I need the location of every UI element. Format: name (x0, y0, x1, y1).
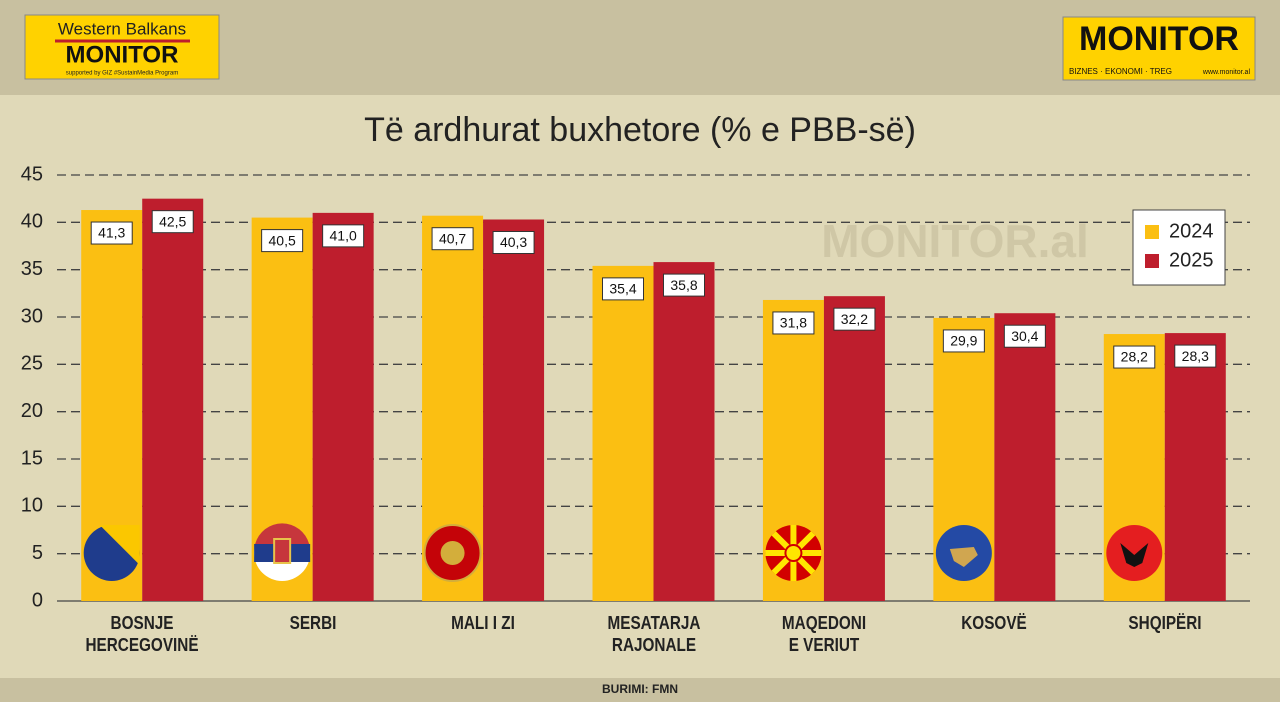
flag (765, 525, 822, 581)
value-label-box (261, 229, 304, 253)
flag (99, 525, 140, 565)
flag (255, 523, 310, 544)
y-tick-label: 10 (21, 495, 43, 517)
y-tick-label: 40 (21, 211, 43, 233)
flag (254, 523, 311, 581)
x-tick-label: MAQEDONI E VERIUT (781, 613, 866, 655)
left-logo-line3: supported by GIZ #SustainMedia Program (66, 71, 178, 77)
watermark: MONITOR.al (821, 215, 1089, 267)
legend-swatch (1145, 225, 1159, 239)
flag (1120, 543, 1149, 567)
value-label-box (833, 307, 876, 331)
x-tick-label: KOSOVË (961, 613, 1028, 633)
x-tick-label: MESATARJA RAJONALE (607, 613, 700, 655)
value-label: 35,4 (609, 281, 636, 297)
value-label-box (1113, 345, 1156, 369)
bar (312, 212, 374, 601)
legend-label: 2024 (1169, 220, 1214, 242)
value-label: 28,2 (1121, 349, 1148, 365)
flag (1106, 525, 1163, 581)
right-logo-name: MONITOR (1079, 20, 1239, 58)
value-label: 41,3 (98, 225, 125, 241)
value-label: 31,8 (780, 315, 807, 331)
y-tick-label: 5 (32, 542, 43, 564)
value-label: 35,8 (670, 277, 697, 293)
value-label: 40,3 (500, 234, 527, 250)
flag (949, 547, 978, 567)
value-label: 30,4 (1011, 328, 1038, 344)
value-label-box (151, 210, 194, 234)
bar (653, 262, 715, 601)
left-logo-line2: MONITOR (66, 41, 179, 68)
y-tick-label: 35 (21, 258, 43, 280)
bar (483, 219, 545, 601)
bar (823, 296, 885, 601)
value-label-box (663, 273, 705, 297)
value-label-box (602, 277, 644, 301)
source: BURIMI: FMN (602, 682, 678, 696)
flag (440, 541, 465, 565)
flag (784, 544, 803, 562)
y-tick-label: 0 (32, 589, 43, 611)
left-logo-line1: Western Balkans (58, 19, 186, 38)
value-label-box (431, 227, 474, 251)
flag (935, 525, 992, 581)
y-tick-label: 45 (21, 163, 43, 185)
flag (273, 538, 292, 564)
left-logo-box (24, 14, 220, 80)
legend-label: 2025 (1169, 249, 1214, 271)
value-label: 40,7 (439, 230, 466, 246)
legend-box (1132, 209, 1226, 286)
value-label-box (1174, 344, 1217, 368)
flag (83, 525, 140, 581)
flag (1106, 525, 1163, 581)
y-tick-label: 25 (21, 353, 43, 375)
flag (423, 524, 482, 582)
value-label: 40,5 (269, 232, 296, 248)
y-tick-label: 15 (21, 447, 43, 469)
value-label: 28,3 (1182, 348, 1209, 364)
y-tick-label: 30 (21, 305, 43, 327)
value-label: 41,0 (330, 228, 357, 244)
value-label: 32,2 (841, 311, 868, 327)
chart-title: Të ardhurat buxhetore (% e PBB-së) (364, 111, 916, 149)
value-label-box (772, 311, 815, 335)
bar (142, 198, 204, 601)
right-logo-url: www.monitor.al (1202, 69, 1251, 76)
x-tick-label: SHQIPËRI (1128, 613, 1202, 633)
value-label-box (492, 230, 535, 254)
bar (592, 265, 654, 601)
bar (994, 313, 1056, 601)
right-logo-box (1062, 16, 1256, 81)
value-label-box (1003, 324, 1046, 348)
y-tick-label: 20 (21, 400, 43, 422)
footer-band (0, 678, 1280, 702)
value-label: 29,9 (950, 333, 977, 349)
value-label-box (942, 329, 985, 353)
value-label-box (90, 221, 133, 245)
value-label-box (322, 224, 365, 248)
x-tick-label: MALI I ZI (451, 613, 515, 633)
legend-swatch (1145, 254, 1159, 268)
bar (1164, 333, 1226, 601)
right-logo-tagline: BIZNES · EKONOMI · TREG (1069, 67, 1172, 76)
x-tick-label: BOSNJE HERCEGOVINË (85, 613, 199, 655)
x-tick-label: SERBI (289, 613, 337, 633)
value-label: 42,5 (159, 213, 186, 229)
